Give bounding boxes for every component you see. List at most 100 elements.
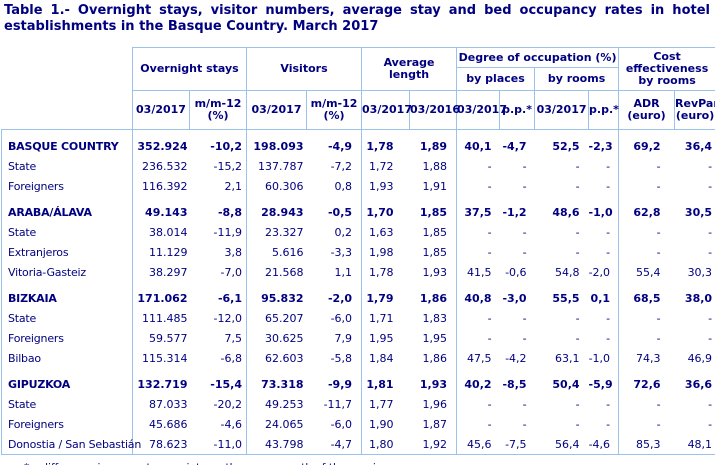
- data-cell: -15,4: [189, 368, 248, 394]
- data-cell: 43.798: [246, 434, 307, 455]
- data-cell: 1,93: [409, 262, 458, 282]
- column-header: ADR (euro): [618, 90, 676, 130]
- data-cell: 54,8: [555, 266, 580, 279]
- data-cell: 0,2: [306, 222, 363, 242]
- data-cell: -: [656, 312, 661, 325]
- data-cell: 69,2: [633, 140, 661, 153]
- table-row: GIPUZKOA 132.719 -15,4 73.318 -9,9 1,81 …: [1, 368, 715, 394]
- column-header: 03/2017: [246, 90, 308, 130]
- data-cell: -0,5: [306, 196, 363, 222]
- data-cell: 1,85: [409, 222, 458, 242]
- data-cell: 72,6: [633, 378, 661, 391]
- data-cell: 62.603: [265, 352, 304, 365]
- table-row: State 236.532 -15,2 137.787 -7,2 1,72 1,…: [1, 156, 715, 176]
- data-cell: 1,91: [409, 176, 458, 196]
- subgroup-header-by-rooms: by rooms: [534, 67, 620, 91]
- data-cell: 65.207: [265, 312, 304, 325]
- data-cell: 1,87: [409, 414, 458, 434]
- data-cell: 1,92: [409, 434, 458, 455]
- footnote: p.p.*= difference in percentage points o…: [4, 462, 711, 465]
- data-cell: 1,96: [409, 394, 458, 414]
- data-cell: -: [656, 246, 661, 259]
- group-header-overnight-stays: Overnight stays: [131, 47, 248, 91]
- data-cell: 36,6: [674, 368, 715, 394]
- data-cell: 48,6: [552, 206, 580, 219]
- data-cell: 171.062: [137, 292, 188, 305]
- data-cell: -: [588, 176, 620, 196]
- data-cell: -4,7: [502, 140, 527, 153]
- data-cell: 68,5: [633, 292, 661, 305]
- data-cell: 1,90: [369, 418, 394, 431]
- data-cell: 3,8: [189, 242, 248, 262]
- row-label: State: [1, 394, 133, 414]
- data-cell: -: [522, 418, 527, 431]
- data-cell: 1,98: [369, 246, 394, 259]
- data-cell: 1,81: [366, 378, 394, 391]
- data-cell: -: [674, 394, 715, 414]
- table-row: State 38.014 -11,9 23.327 0,2 1,63 1,85 …: [1, 222, 715, 242]
- data-cell: -5,9: [588, 368, 620, 394]
- data-cell: 1,78: [369, 266, 394, 279]
- data-cell: -: [522, 332, 527, 345]
- table-footer: p.p.*= difference in percentage points o…: [4, 462, 711, 465]
- data-cell: 1,70: [366, 206, 394, 219]
- data-cell: 1,85: [409, 196, 458, 222]
- data-cell: -6,0: [306, 414, 363, 434]
- row-label: ARABA/ÁLAVA: [1, 196, 133, 222]
- data-cell: -: [674, 308, 715, 328]
- data-cell: -4,7: [306, 434, 363, 455]
- data-cell: -: [656, 332, 661, 345]
- data-cell: -1,0: [588, 348, 620, 368]
- row-label: Vitoria-Gasteiz: [1, 262, 133, 282]
- data-cell: 55,4: [636, 266, 661, 279]
- data-cell: 1,83: [409, 308, 458, 328]
- data-cell: -: [522, 160, 527, 173]
- data-cell: -: [487, 246, 492, 259]
- data-cell: -8,5: [502, 378, 527, 391]
- column-header: p.p.*: [588, 90, 620, 130]
- data-cell: -: [674, 242, 715, 262]
- data-cell: 45.686: [149, 418, 188, 431]
- data-cell: 30,3: [674, 262, 715, 282]
- data-cell: 60.306: [265, 180, 304, 193]
- data-cell: -: [656, 160, 661, 173]
- data-cell: 38.297: [149, 266, 188, 279]
- data-cell: -11,9: [189, 222, 248, 242]
- data-cell: -7,2: [306, 156, 363, 176]
- data-cell: 0,1: [588, 282, 620, 308]
- data-cell: 30,5: [674, 196, 715, 222]
- data-cell: 24.065: [265, 418, 304, 431]
- column-header: 03/2016: [409, 90, 460, 130]
- row-label: Foreigners: [1, 414, 133, 434]
- data-cell: -: [656, 418, 661, 431]
- data-cell: 1,72: [369, 160, 394, 173]
- data-cell: -: [522, 226, 527, 239]
- row-label: State: [1, 308, 133, 328]
- column-header: p.p.*: [499, 90, 536, 130]
- table-row: Foreigners 116.392 2,1 60.306 0,8 1,93 1…: [1, 176, 715, 196]
- data-cell: -: [588, 242, 620, 262]
- data-cell: -6,1: [189, 282, 248, 308]
- data-cell: -12,0: [189, 308, 248, 328]
- data-cell: -8,8: [189, 196, 248, 222]
- data-cell: 352.924: [137, 140, 188, 153]
- data-cell: 47,5: [467, 352, 492, 365]
- data-cell: -: [575, 332, 580, 345]
- data-cell: -: [656, 398, 661, 411]
- data-cell: 49.143: [145, 206, 188, 219]
- data-cell: -: [575, 160, 580, 173]
- column-header: 03/2017: [132, 90, 190, 130]
- data-cell: 198.093: [253, 140, 304, 153]
- column-header: RevPar (euro): [674, 90, 715, 130]
- data-cell: -: [487, 418, 492, 431]
- corner-blank-cell: [1, 47, 133, 130]
- data-cell: -: [522, 180, 527, 193]
- data-cell: 1,95: [369, 332, 394, 345]
- data-cell: 1,93: [409, 368, 458, 394]
- data-cell: 36,4: [674, 129, 715, 156]
- table-row: Foreigners 45.686 -4,6 24.065 -6,0 1,90 …: [1, 414, 715, 434]
- table-body: BASQUE COUNTRY 352.924 -10,2 198.093 -4,…: [1, 129, 715, 455]
- data-cell: 11.129: [149, 246, 188, 259]
- data-cell: -: [522, 246, 527, 259]
- group-header-average-length: Average length: [361, 47, 458, 91]
